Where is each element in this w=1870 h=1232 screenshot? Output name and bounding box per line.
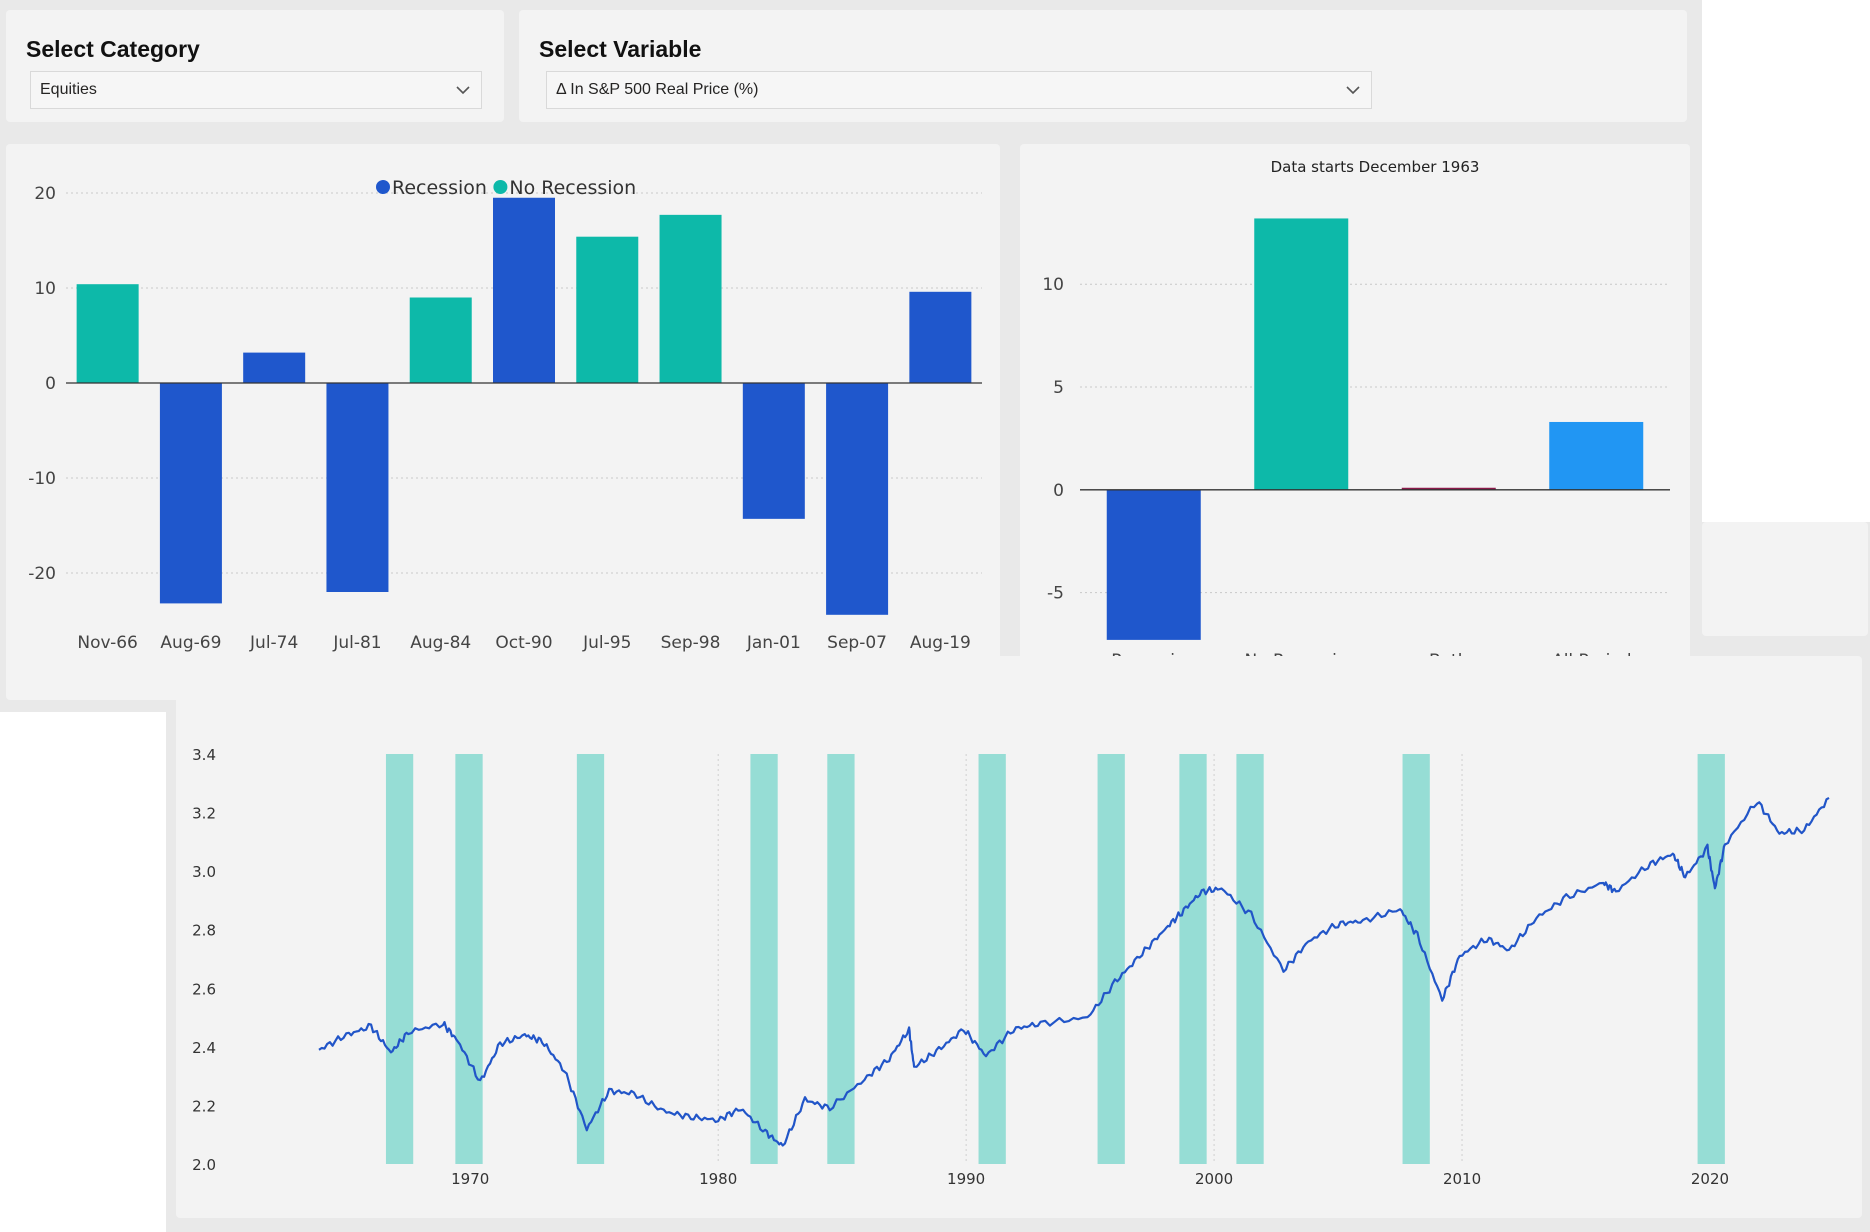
x-tick-label: Jul-81 <box>332 633 381 653</box>
shaded-period <box>1097 754 1125 1164</box>
x-tick-label: 1970 <box>451 1170 489 1188</box>
shaded-period <box>978 754 1006 1164</box>
bar <box>243 352 306 383</box>
x-tick-label: 2000 <box>1195 1170 1233 1188</box>
summary-bar-chart: Data starts December 1963-50510Recession… <box>1020 144 1690 700</box>
bar <box>659 214 722 383</box>
shaded-period <box>750 754 778 1164</box>
shaded-period <box>1179 754 1207 1164</box>
variable-dropdown-value: Δ In S&P 500 Real Price (%) <box>556 81 759 98</box>
shaded-period <box>455 754 483 1164</box>
y-tick-label: 10 <box>34 279 56 299</box>
legend: Recession No Recession <box>376 177 636 199</box>
y-tick-label: 2.4 <box>192 1039 216 1057</box>
x-tick-label: 1990 <box>947 1170 985 1188</box>
bar <box>493 197 555 383</box>
y-tick-label: 20 <box>34 184 56 204</box>
y-tick-label: 2.6 <box>192 980 216 998</box>
legend-marker <box>493 180 508 194</box>
variable-slicer: Select Variable Δ In S&P 500 Real Price … <box>519 10 1687 122</box>
y-tick-label: 2.0 <box>192 1156 216 1174</box>
bar <box>1401 487 1496 490</box>
x-tick-label: 2020 <box>1691 1170 1729 1188</box>
x-tick-label: Aug-69 <box>160 633 221 653</box>
y-tick-label: 3.4 <box>192 746 216 764</box>
x-tick-label: 2010 <box>1443 1170 1481 1188</box>
y-tick-label: 2.8 <box>192 922 216 940</box>
y-tick-label: 10 <box>1042 275 1064 295</box>
y-tick-label: 0 <box>45 374 56 394</box>
y-tick-label: -5 <box>1047 584 1064 604</box>
bar <box>76 284 139 383</box>
y-tick-label: 2.2 <box>192 1097 216 1115</box>
bar <box>742 383 805 519</box>
bar <box>1254 218 1349 490</box>
price-line-chart: 2.0 2.2 2.4 2.6 2.8 3.0 3.2 3.4 1970 1980 1990 2000… <box>176 656 1862 1218</box>
x-tick-label: Sep-98 <box>661 633 721 653</box>
y-tick-label: 3.0 <box>192 863 216 881</box>
legend-label: No Recession <box>509 177 636 199</box>
variable-dropdown[interactable]: Δ In S&P 500 Real Price (%) <box>546 71 1372 109</box>
y-tick-label: 0 <box>1053 481 1064 501</box>
x-tick-label: Aug-19 <box>910 633 971 653</box>
price-series-line <box>318 796 1830 1147</box>
shaded-period <box>1697 754 1725 1164</box>
legend-label: Recession <box>392 177 487 199</box>
period-bar-chart-svg: -20 -10 0 10 20 Nov-66 Aug-69 Jul-74 Jul-81 Aug-8… <box>28 177 982 682</box>
y-tick-label: 3.2 <box>192 805 216 823</box>
y-tick-label: -20 <box>28 564 56 584</box>
x-tick-label: Oct-90 <box>495 633 552 653</box>
bar <box>1106 489 1201 640</box>
legend-marker <box>376 180 390 194</box>
chart-title: Data starts December 1963 <box>1271 158 1480 176</box>
shaded-period <box>1236 754 1264 1164</box>
y-tick-label: 5 <box>1053 378 1064 398</box>
bar <box>1549 421 1644 490</box>
variable-slicer-title: Select Variable <box>539 36 702 62</box>
shaded-period <box>1402 754 1430 1164</box>
shaded-period <box>827 754 855 1164</box>
bar <box>826 383 889 615</box>
bar <box>326 383 389 592</box>
x-tick-label: Jul-95 <box>582 633 631 653</box>
period-bar-chart: -20 -10 0 10 20 Nov-66 Aug-69 Jul-74 Jul-81 Aug-8… <box>6 144 1000 700</box>
chevron-down-icon <box>1346 86 1360 95</box>
x-tick-label: 1980 <box>699 1170 737 1188</box>
bar <box>576 236 639 383</box>
shaded-period <box>576 754 605 1164</box>
summary-bar-chart-svg: Data starts December 1963-50510Recession… <box>1042 158 1670 671</box>
x-tick-label: Jul-74 <box>249 633 298 653</box>
shaded-period <box>385 754 414 1164</box>
x-tick-label: Aug-84 <box>410 633 471 653</box>
x-tick-label: Sep-07 <box>827 633 887 653</box>
price-line-chart-svg: 2.0 2.2 2.4 2.6 2.8 3.0 3.2 3.4 1970 1980 1990 2000… <box>192 746 1830 1188</box>
y-tick-label: -10 <box>28 469 56 489</box>
bar <box>909 291 972 383</box>
chevron-down-icon <box>456 86 470 95</box>
bar <box>159 383 222 604</box>
bar <box>409 297 472 383</box>
category-dropdown[interactable]: Equities <box>30 71 482 109</box>
empty-visual-placeholder <box>1702 522 1868 636</box>
category-slicer: Select Category Equities <box>6 10 504 122</box>
x-tick-label: Jan-01 <box>746 633 801 653</box>
category-dropdown-value: Equities <box>40 81 97 98</box>
x-tick-label: Nov-66 <box>77 633 138 653</box>
category-slicer-title: Select Category <box>26 36 200 62</box>
